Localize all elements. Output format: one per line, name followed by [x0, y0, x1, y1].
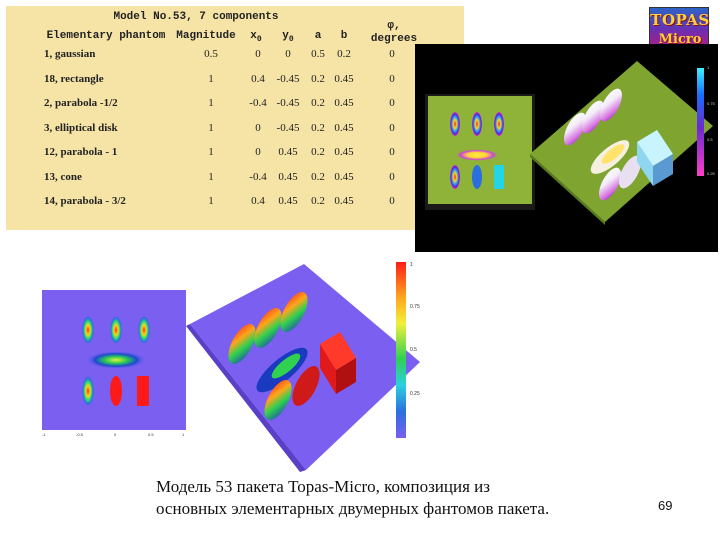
phantom-name-cell: 1, gaussian [44, 48, 96, 60]
value-cell-x0: 0 [255, 146, 261, 158]
xtick-label: -0.5 [76, 432, 84, 437]
value-cell-b: 0.45 [334, 146, 354, 158]
header-b: b [340, 30, 348, 42]
header-x0: x0 [250, 30, 262, 45]
colorbar-tick-label: 0.75 [410, 304, 420, 310]
caption-line-2: основных элементарных двумерных фантомов… [156, 499, 550, 518]
top-visualization-panel [415, 44, 718, 252]
value-cell-b: 0.45 [334, 121, 354, 134]
logo-text-bottom: Micro [658, 32, 702, 47]
header-elementary-phantom: Elementary phantom [46, 30, 166, 42]
value-cell-a: 0.2 [311, 97, 325, 109]
colorbar-tick-label: 1 [410, 262, 413, 268]
value-cell-magnitude: 1 [208, 195, 214, 207]
page-number: 69 [658, 498, 673, 513]
colorbar-tick-label: 0.75 [707, 101, 715, 106]
header-magnitude: Magnitude [176, 30, 236, 42]
value-cell-phi: 0 [389, 72, 395, 85]
top-colorbar [697, 68, 704, 176]
caption-line-1: Модель 53 пакета Topas-Micro, композиция… [156, 477, 490, 496]
value-cell-a: 0.2 [311, 121, 325, 134]
value-cell-a: 0.2 [311, 146, 325, 158]
phantom-name-cell: 2, parabola -1/2 [44, 97, 118, 109]
value-cell-x0: 0.4 [251, 195, 265, 207]
colorbar-tick-label: 0.25 [410, 391, 420, 397]
logo-text-top: TOPAS [650, 11, 710, 29]
value-cell-b: 0.45 [334, 72, 354, 85]
value-cell-a: 0.2 [311, 195, 325, 207]
value-cell-magnitude: 1 [208, 146, 214, 158]
value-cell-y0: -0.45 [276, 72, 300, 85]
value-cell-a: 0.2 [311, 170, 325, 183]
header-y0: y0 [282, 30, 294, 45]
xtick-label: 1 [182, 432, 185, 437]
phantom-name-cell: 12, parabola - 1 [44, 146, 118, 158]
xtick-label: 0 [114, 432, 117, 437]
value-cell-phi: 0 [389, 48, 395, 60]
value-cell-a: 0.5 [311, 48, 325, 60]
table-title: Model No.53, 7 components [113, 11, 279, 23]
value-cell-x0: -0.4 [249, 97, 267, 109]
bottom-visualization-svg: -1 -0.5 0 0.5 1 1 0.75 [42, 262, 420, 472]
value-cell-y0: 0.45 [278, 170, 298, 183]
parameters-table: Model No.53, 7 components Elementary pha… [6, 6, 464, 230]
value-cell-magnitude: 1 [208, 121, 214, 134]
bottom-map-xticks: -1 -0.5 0 0.5 1 [42, 432, 185, 437]
value-cell-x0: 0 [255, 121, 261, 134]
value-cell-b: 0.45 [334, 170, 354, 183]
value-cell-y0: -0.45 [276, 97, 300, 109]
slide-caption: Модель 53 пакета Topas-Micro, композиция… [156, 476, 636, 520]
header-a: a [314, 30, 322, 42]
value-cell-y0: 0.45 [278, 195, 298, 207]
xtick-label: 0.5 [148, 432, 154, 437]
value-cell-y0: 0.45 [278, 146, 298, 158]
bottom-colorbar: 1 0.75 0.5 0.25 [396, 262, 420, 438]
colorbar-tick-label: 0.25 [707, 171, 715, 176]
value-cell-b: 0.45 [334, 195, 354, 207]
top-visualization-svg [425, 61, 713, 225]
value-cell-a: 0.2 [311, 72, 325, 85]
top-3d-surface [530, 61, 713, 225]
value-cell-magnitude: 1 [208, 97, 214, 109]
bottom-visualization-panel: -1 -0.5 0 0.5 1 1 0.75 [30, 258, 440, 472]
value-cell-y0: 0 [285, 48, 291, 60]
value-cell-y0: -0.45 [276, 121, 300, 134]
value-cell-magnitude: 1 [208, 170, 214, 183]
bottom-3d-surface [186, 264, 420, 472]
value-cell-phi: 0 [389, 195, 395, 207]
value-cell-x0: 0.4 [251, 72, 265, 85]
value-cell-magnitude: 1 [208, 72, 214, 85]
phantom-name-cell: 14, parabola - 3/2 [44, 195, 126, 207]
phantom-name-cell: 18, rectangle [44, 72, 104, 85]
phantom-name-cell: 3, elliptical disk [44, 121, 118, 134]
header-phi: φ, degrees [370, 20, 418, 45]
value-cell-phi: 0 [389, 97, 395, 109]
value-cell-phi: 0 [389, 170, 395, 183]
value-cell-b: 0.2 [337, 48, 351, 60]
colorbar-tick-label: 0.5 [410, 347, 417, 353]
xtick-label: -1 [42, 432, 46, 437]
value-cell-x0: -0.4 [249, 170, 267, 183]
value-cell-b: 0.45 [334, 97, 354, 109]
value-cell-phi: 0 [389, 146, 395, 158]
bottom-2d-map: -1 -0.5 0 0.5 1 [42, 290, 186, 437]
value-cell-x0: 0 [255, 48, 261, 60]
value-cell-phi: 0 [389, 121, 395, 134]
top-2d-map [425, 94, 535, 210]
colorbar-tick-label: 1 [707, 65, 710, 70]
phantom-name-cell: 13, cone [44, 170, 82, 183]
value-cell-magnitude: 0.5 [204, 48, 218, 60]
colorbar-tick-label: 0.5 [707, 137, 713, 142]
